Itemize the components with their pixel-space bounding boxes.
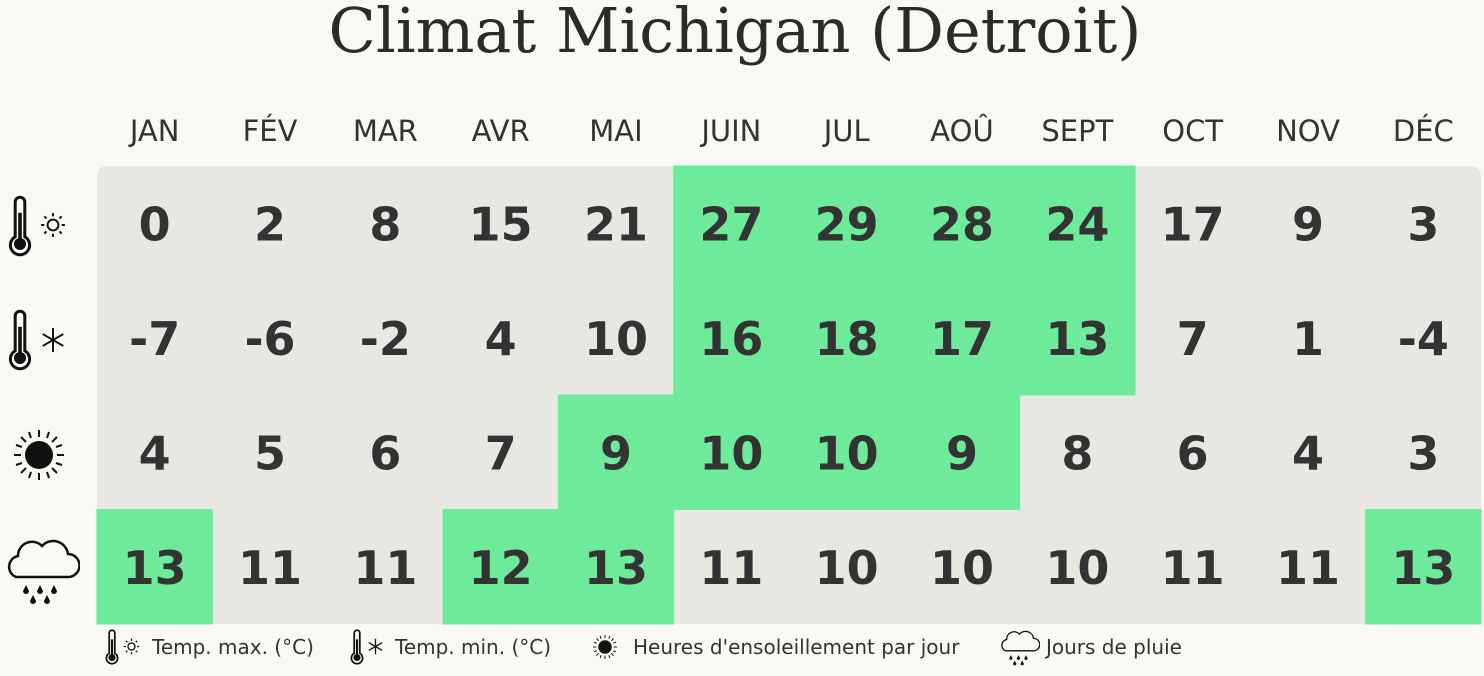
cell-value: 9 bbox=[1292, 197, 1324, 251]
month-header: MAI bbox=[589, 114, 642, 148]
cell-value: 7 bbox=[1177, 312, 1209, 366]
cell-value: 16 bbox=[699, 312, 763, 366]
cell-value: 3 bbox=[1407, 426, 1439, 480]
highlight-cell bbox=[96, 509, 213, 625]
legend-icon bbox=[1001, 630, 1040, 666]
month-header: OCT bbox=[1162, 114, 1223, 148]
month-header: SEPT bbox=[1041, 114, 1113, 148]
legend-label: Temp. max. (°C) bbox=[151, 635, 314, 659]
cell-value: 13 bbox=[1391, 541, 1455, 595]
cell-value: 18 bbox=[815, 312, 879, 366]
cell-value: 21 bbox=[584, 197, 648, 251]
month-header: FÉV bbox=[243, 114, 298, 148]
month-header: JUL bbox=[822, 114, 870, 148]
cell-value: 9 bbox=[600, 426, 632, 480]
cell-value: 29 bbox=[815, 197, 879, 251]
cell-value: -2 bbox=[360, 312, 411, 366]
legend-label: Heures d'ensoleillement par jour bbox=[633, 635, 960, 659]
legend-label: Temp. min. (°C) bbox=[394, 635, 551, 659]
highlight-cell bbox=[903, 165, 1021, 281]
cell-value: 3 bbox=[1407, 197, 1439, 251]
cell-value: 8 bbox=[369, 197, 401, 251]
table: JAN FÉV MAR AVR MAI JUIN JUL AOÛ SEPT OCT NOV DÉC 0 2… bbox=[96, 114, 1482, 625]
month-header: JUIN bbox=[699, 114, 761, 148]
highlight-cell bbox=[788, 280, 905, 396]
title: Climat Michigan (Detroit) bbox=[329, 0, 1142, 67]
cell-value: -7 bbox=[129, 312, 180, 366]
cell-value: 9 bbox=[946, 426, 978, 480]
highlight-cell bbox=[673, 394, 790, 510]
cell-value: 6 bbox=[1177, 426, 1209, 480]
cell-value: 2 bbox=[254, 197, 286, 251]
highlight-cell bbox=[903, 394, 1021, 510]
row-icons bbox=[7, 195, 80, 605]
cell-value: 13 bbox=[1045, 312, 1109, 366]
cell-value: 0 bbox=[139, 197, 171, 251]
highlight-cell bbox=[1365, 509, 1482, 625]
legend-icon bbox=[368, 638, 383, 655]
highlight-cell bbox=[1019, 165, 1136, 281]
cell-value: 13 bbox=[123, 541, 187, 595]
cell-value: 11 bbox=[1161, 541, 1225, 595]
cell-value: 13 bbox=[584, 541, 648, 595]
cell-value: 10 bbox=[1045, 541, 1109, 595]
icon-temp-min bbox=[8, 309, 32, 371]
highlight-cell bbox=[788, 165, 905, 281]
cell-value: 7 bbox=[485, 426, 517, 480]
cell-value: 10 bbox=[815, 426, 879, 480]
cell-value: 17 bbox=[930, 312, 994, 366]
cell-value: 10 bbox=[584, 312, 648, 366]
highlight-cell bbox=[788, 394, 905, 510]
cell-value: 11 bbox=[238, 541, 302, 595]
icon-rain bbox=[7, 539, 80, 605]
month-header: AVR bbox=[472, 114, 530, 148]
icon-sun-small bbox=[40, 212, 66, 238]
legend-label: Jours de pluie bbox=[1044, 635, 1182, 659]
cell-value: 10 bbox=[815, 541, 879, 595]
month-header: DÉC bbox=[1393, 114, 1454, 148]
cell-value: 8 bbox=[1061, 426, 1093, 480]
month-header: AOÛ bbox=[930, 114, 993, 148]
icon-temp-max bbox=[8, 195, 32, 257]
cell-value: 5 bbox=[254, 426, 286, 480]
cell-value: 27 bbox=[699, 197, 763, 251]
cell-value: 1 bbox=[1292, 312, 1324, 366]
cell-value: 28 bbox=[930, 197, 994, 251]
highlight-cell bbox=[557, 394, 675, 510]
cell-value: 4 bbox=[485, 312, 517, 366]
icon-sunshine bbox=[13, 429, 65, 481]
month-header: JAN bbox=[128, 114, 180, 148]
highlight-cell bbox=[442, 509, 559, 625]
cell-value: 10 bbox=[699, 426, 763, 480]
cell-value: 24 bbox=[1045, 197, 1109, 251]
highlight-cell bbox=[903, 280, 1021, 396]
legend-icon bbox=[105, 629, 119, 665]
cell-value: -6 bbox=[244, 312, 295, 366]
legend-icon bbox=[592, 634, 618, 660]
icon-snow bbox=[41, 327, 65, 353]
cell-value: 4 bbox=[1292, 426, 1324, 480]
legend: Temp. max. (°C) Temp. min. (°C) Heures d… bbox=[105, 629, 1182, 666]
highlight-cell bbox=[673, 280, 790, 396]
cell-value: 11 bbox=[353, 541, 417, 595]
cell-value: 10 bbox=[930, 541, 994, 595]
cell-value: 11 bbox=[699, 541, 763, 595]
legend-icon bbox=[123, 638, 140, 655]
legend-icon bbox=[350, 629, 364, 665]
cell-value: 15 bbox=[469, 197, 533, 251]
cell-value: 17 bbox=[1161, 197, 1225, 251]
cell-value: 6 bbox=[369, 426, 401, 480]
highlight-cell bbox=[557, 509, 675, 625]
cell-value: -4 bbox=[1398, 312, 1449, 366]
cell-value: 11 bbox=[1276, 541, 1340, 595]
cell-value: 4 bbox=[139, 426, 171, 480]
month-header: MAR bbox=[353, 114, 418, 148]
month-header: NOV bbox=[1276, 114, 1340, 148]
highlight-cell bbox=[673, 165, 790, 281]
cell-value: 12 bbox=[469, 541, 533, 595]
highlight-cell bbox=[1019, 280, 1136, 396]
